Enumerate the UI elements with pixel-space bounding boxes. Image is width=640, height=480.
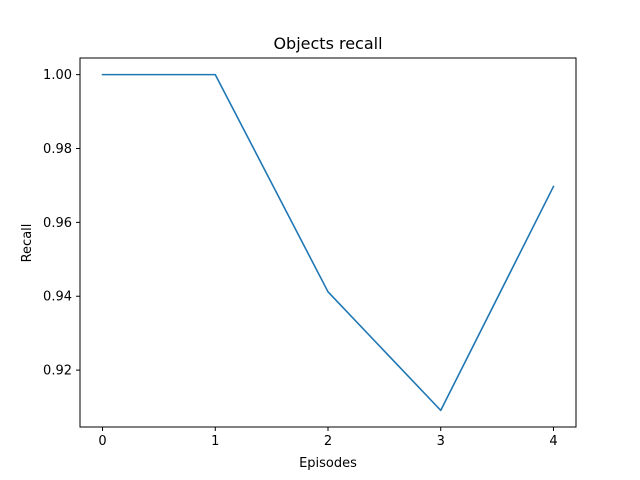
x-tick-label: 3 (437, 434, 445, 449)
y-tick-label: 0.98 (43, 142, 72, 157)
y-tick-label: 1.00 (43, 68, 72, 83)
chart-title: Objects recall (273, 34, 382, 53)
x-tick-label: 1 (211, 434, 219, 449)
y-tick-label: 0.96 (43, 216, 72, 231)
y-axis-label: Recall (20, 224, 35, 263)
plot-area: 0 1 2 3 4 0.92 0.94 0.96 0.98 1.00 (43, 57, 577, 449)
x-axis-label: Episodes (299, 456, 357, 471)
x-tick-label: 4 (549, 434, 557, 449)
x-tick-label: 2 (324, 434, 332, 449)
x-tick-label: 0 (98, 434, 106, 449)
y-tick-label: 0.92 (43, 364, 72, 379)
series-line-0 (101, 73, 555, 412)
y-tick-label: 0.94 (43, 290, 72, 305)
